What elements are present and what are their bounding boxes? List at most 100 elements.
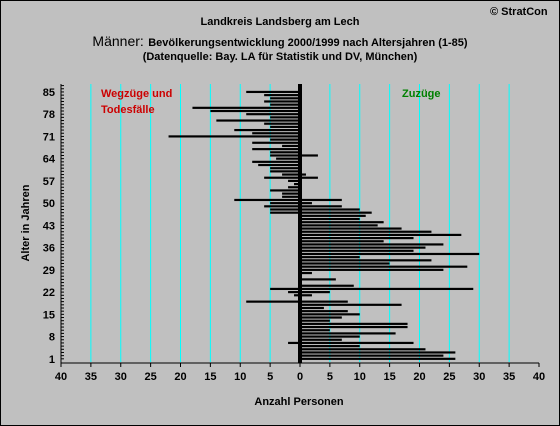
bar [270, 97, 300, 100]
bar [264, 205, 300, 208]
bar [300, 316, 342, 319]
annotation-inflow: Zuzüge [402, 88, 441, 100]
x-tick-label: 10 [234, 371, 246, 383]
bar [270, 151, 300, 154]
bar [288, 179, 300, 182]
bar [288, 186, 300, 189]
bar [300, 259, 432, 262]
x-tick-label: 15 [384, 371, 396, 383]
y-tick-label: 29 [43, 265, 55, 277]
x-tick-label: 30 [115, 371, 127, 383]
bar [300, 211, 372, 214]
bar [300, 237, 414, 240]
bar [300, 322, 408, 325]
x-tick-label: 35 [503, 371, 515, 383]
bar [300, 224, 378, 227]
bar [192, 106, 300, 109]
bar [300, 329, 330, 332]
bar [300, 227, 402, 230]
bar [300, 348, 426, 351]
y-tick-label: 1 [49, 354, 55, 366]
bar [234, 198, 300, 202]
bar [276, 157, 300, 160]
bar [300, 300, 348, 303]
bar [264, 176, 300, 179]
bar [246, 300, 300, 303]
bar [300, 345, 360, 348]
bar [300, 332, 396, 335]
bar [300, 262, 390, 265]
bar [300, 278, 336, 281]
x-tick-label: 0 [297, 371, 303, 383]
x-tick-label: 5 [267, 371, 273, 383]
annotation-outflow: Wegzüge und Todesfälle [101, 88, 175, 116]
x-tick-label: 10 [354, 371, 366, 383]
bar [300, 265, 468, 268]
y-tick-label: 50 [43, 198, 55, 210]
bar [300, 306, 324, 310]
bar [300, 208, 360, 211]
chart-title-line2: Männer: Bevölkerungsentwicklung 2000/199… [1, 33, 559, 51]
x-tick-label: 30 [473, 371, 485, 383]
bar [270, 103, 300, 106]
x-tick-label: 25 [443, 371, 455, 383]
bar [300, 287, 474, 291]
bar [282, 144, 300, 148]
bar [288, 291, 300, 294]
x-tick-label: 40 [55, 371, 67, 383]
bar [216, 119, 300, 122]
y-tick-label: 36 [43, 243, 55, 255]
chart-title-line1: Landkreis Landsberg am Lech [200, 16, 360, 28]
title-subject: Bevölkerungsentwicklung 2000/1999 nach A… [148, 37, 468, 49]
bar [300, 354, 444, 357]
bar [246, 90, 300, 94]
bar [300, 351, 456, 354]
x-tick-label: 20 [174, 371, 186, 383]
bar [270, 287, 300, 291]
bar [252, 132, 300, 135]
bar [270, 125, 300, 128]
bar [210, 109, 300, 113]
bar [300, 325, 408, 329]
bar [300, 338, 342, 341]
annotation-outflow-line1: Wegzüge und [101, 88, 172, 100]
bar [300, 268, 444, 271]
bar [270, 154, 300, 157]
bar [168, 135, 300, 138]
bar [300, 205, 342, 208]
axis-layer: 40 35 30 25 20 15 10 5 0 5 10 15 20 25 30 35 40181522293… [43, 84, 545, 383]
bar [300, 240, 384, 243]
bar [282, 173, 300, 176]
bar [300, 294, 312, 297]
bar [282, 195, 300, 198]
bar [300, 243, 444, 246]
y-tick-label: 22 [43, 287, 55, 299]
annotation-outflow-line2: Todesfälle [101, 104, 155, 116]
bar [300, 233, 462, 237]
y-tick-label: 8 [49, 332, 55, 344]
y-tick-label: 15 [43, 309, 55, 321]
bar [300, 252, 480, 256]
bar [294, 294, 300, 297]
x-tick-label: 35 [85, 371, 97, 383]
x-tick-label: 5 [327, 371, 333, 383]
title-gender: Männer: [92, 33, 144, 49]
bar [252, 141, 300, 144]
bar [300, 303, 402, 306]
bar [300, 319, 330, 322]
bar [300, 221, 384, 224]
chart-title-line3: (Datenquelle: Bay. LA für Statistik und … [142, 51, 418, 63]
bar [234, 128, 300, 132]
bar [300, 176, 318, 179]
bar [246, 113, 300, 116]
bar [252, 160, 300, 163]
bar [300, 271, 312, 275]
bar [300, 291, 330, 294]
bar [252, 148, 300, 151]
bar [300, 214, 366, 217]
bar [270, 211, 300, 214]
bar [300, 154, 318, 157]
y-tick-label: 57 [43, 176, 55, 188]
bar [300, 246, 426, 249]
